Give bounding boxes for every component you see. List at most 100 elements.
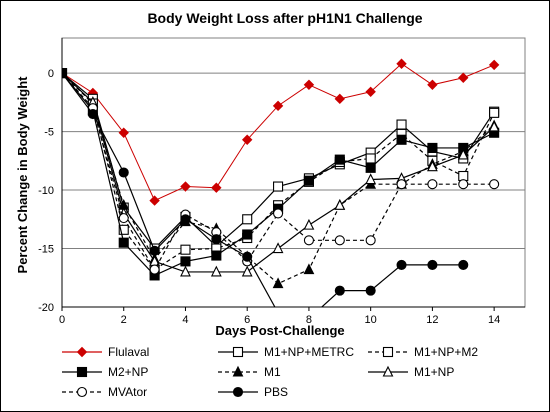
data-point bbox=[303, 263, 315, 275]
data-point bbox=[118, 127, 129, 138]
x-tick-label: 0 bbox=[59, 314, 65, 326]
data-point bbox=[273, 181, 284, 192]
data-point bbox=[427, 179, 438, 190]
data-point bbox=[180, 181, 191, 192]
data-point bbox=[242, 214, 253, 225]
data-point bbox=[211, 250, 222, 261]
data-point bbox=[303, 79, 315, 90]
legend-marker bbox=[76, 386, 88, 398]
data-point bbox=[180, 265, 191, 277]
data-point bbox=[365, 285, 376, 296]
data-point bbox=[489, 179, 500, 190]
y-tick-label: -5 bbox=[44, 127, 54, 139]
data-point bbox=[365, 173, 377, 185]
data-point bbox=[334, 235, 345, 246]
data-point bbox=[303, 218, 315, 230]
legend-item: MVAtor bbox=[62, 385, 147, 399]
x-tick-label: 2 bbox=[121, 314, 127, 326]
legend-marker bbox=[76, 346, 88, 358]
data-point bbox=[272, 242, 284, 254]
legend-label: Flulaval bbox=[108, 345, 149, 359]
legend-marker bbox=[76, 366, 88, 378]
data-point bbox=[210, 265, 222, 277]
legend-item: M2+NP bbox=[62, 365, 148, 379]
legend-label: M1+NP+M2 bbox=[414, 345, 478, 359]
data-point bbox=[365, 153, 376, 164]
y-tick-label: -20 bbox=[38, 302, 54, 314]
data-point bbox=[457, 148, 469, 160]
data-point bbox=[396, 259, 407, 270]
data-point bbox=[273, 208, 284, 219]
data-point bbox=[241, 265, 253, 277]
data-point bbox=[272, 277, 284, 289]
x-axis-title: Days Post-Challenge bbox=[215, 323, 344, 338]
series-PBS bbox=[62, 68, 469, 307]
legend-item: PBS bbox=[218, 385, 288, 399]
data-point bbox=[149, 195, 160, 206]
data-point bbox=[118, 213, 129, 224]
legend-item: Flulaval bbox=[62, 345, 149, 359]
data-point bbox=[242, 251, 253, 262]
data-point bbox=[211, 234, 222, 245]
legend: Flulaval M1+NP+METRC M1+NP+M2 M2+NP M1 M1+NP M… bbox=[62, 345, 478, 399]
y-tick-label: -10 bbox=[38, 185, 54, 197]
data-point bbox=[272, 100, 284, 112]
data-point bbox=[118, 237, 129, 248]
plot-frame bbox=[61, 37, 526, 308]
data-point bbox=[241, 134, 253, 145]
data-point bbox=[180, 214, 191, 225]
legend-item: M1+NP bbox=[368, 365, 454, 379]
data-point bbox=[334, 199, 346, 210]
data-point bbox=[118, 167, 129, 178]
data-point bbox=[488, 59, 500, 71]
data-point bbox=[242, 229, 253, 240]
data-point bbox=[118, 224, 129, 235]
data-point bbox=[396, 134, 407, 145]
data-point bbox=[334, 154, 345, 165]
data-point bbox=[458, 72, 469, 83]
plot-area: 0 -5 -10 -15 -20 0 2 4 6 8 10 12 14 bbox=[38, 37, 526, 326]
chart-title: Body Weight Loss after pH1N1 Challenge bbox=[147, 10, 422, 26]
data-point bbox=[334, 285, 345, 296]
data-point bbox=[489, 107, 500, 118]
x-tick-label: 8 bbox=[306, 314, 312, 326]
y-axis-title: Percent Change in Body Weight bbox=[15, 76, 30, 274]
data-point bbox=[149, 264, 160, 275]
legend-marker bbox=[382, 365, 394, 377]
legend-marker bbox=[232, 386, 244, 398]
x-tick-label: 4 bbox=[182, 314, 188, 326]
data-point bbox=[62, 68, 68, 79]
data-point bbox=[396, 119, 407, 130]
legend-marker bbox=[232, 365, 244, 377]
series-M1+NP bbox=[62, 66, 500, 277]
data-point bbox=[365, 162, 376, 173]
data-point bbox=[427, 142, 438, 153]
data-point bbox=[365, 86, 376, 98]
legend-marker bbox=[232, 346, 244, 358]
x-tick-label: 14 bbox=[488, 314, 500, 326]
series-line bbox=[62, 72, 464, 307]
y-tick-label: -15 bbox=[38, 244, 54, 256]
legend-marker bbox=[382, 346, 394, 358]
x-tick-label: 10 bbox=[365, 314, 377, 326]
data-point bbox=[365, 235, 376, 246]
legend-label: M1+NP bbox=[414, 365, 454, 379]
x-tick-label: 12 bbox=[426, 314, 438, 326]
data-point bbox=[149, 245, 160, 256]
x-tick-label: 6 bbox=[244, 314, 250, 326]
legend-label: M1 bbox=[264, 365, 281, 379]
legend-label: M2+NP bbox=[108, 365, 148, 379]
data-point bbox=[87, 108, 98, 120]
data-point bbox=[427, 79, 438, 90]
data-point bbox=[458, 179, 469, 190]
data-point bbox=[180, 256, 191, 267]
legend-label: PBS bbox=[264, 385, 288, 399]
data-point bbox=[334, 93, 346, 105]
legend-label: M1+NP+METRC bbox=[264, 345, 354, 359]
series-Flulaval bbox=[62, 58, 500, 206]
legend-item: M1+NP+M2 bbox=[368, 345, 478, 359]
data-point bbox=[458, 259, 469, 270]
data-point bbox=[211, 182, 222, 193]
